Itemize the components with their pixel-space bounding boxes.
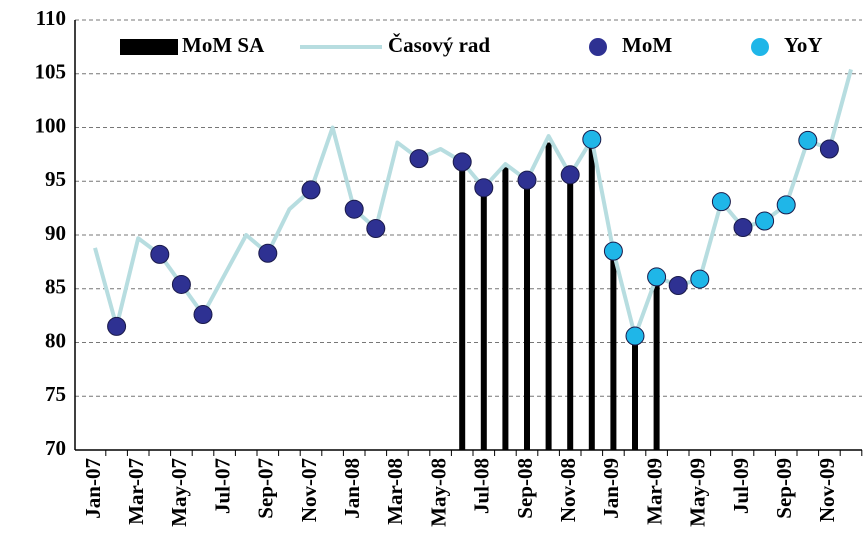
x-tick-label: Sep-07 bbox=[254, 458, 278, 519]
legend-swatch bbox=[120, 39, 178, 55]
legend-swatch bbox=[589, 38, 607, 56]
bar bbox=[632, 336, 638, 450]
dot bbox=[690, 269, 710, 289]
bar bbox=[610, 251, 617, 450]
legend-label: Časový rad bbox=[388, 33, 490, 57]
x-tick-label: Jul-07 bbox=[210, 458, 234, 514]
x-tick-label: Jan-07 bbox=[81, 458, 105, 519]
dot bbox=[517, 170, 537, 190]
dot bbox=[733, 217, 753, 237]
bar bbox=[524, 180, 530, 451]
x-tick-label: Nov-08 bbox=[556, 458, 580, 522]
dot bbox=[776, 195, 796, 215]
x-tick-label: Jul-09 bbox=[729, 458, 753, 514]
dot bbox=[301, 180, 321, 200]
legend-label: MoM bbox=[622, 33, 672, 57]
legend-swatch bbox=[751, 38, 769, 56]
bar bbox=[653, 276, 660, 450]
legend-label: YoY bbox=[784, 33, 823, 57]
y-tick-label: 75 bbox=[45, 382, 66, 406]
dot bbox=[582, 129, 602, 149]
dot bbox=[452, 152, 472, 172]
dot bbox=[819, 139, 839, 159]
dot bbox=[798, 130, 818, 150]
x-tick-label: Jan-09 bbox=[599, 458, 623, 519]
y-tick-label: 85 bbox=[45, 275, 66, 299]
x-tick-label: Sep-08 bbox=[513, 458, 537, 519]
dot bbox=[755, 211, 775, 231]
x-tick-label: Nov-09 bbox=[815, 458, 839, 522]
line bbox=[93, 68, 853, 339]
bar bbox=[588, 143, 595, 450]
dot bbox=[366, 219, 386, 239]
bar bbox=[480, 187, 487, 450]
dot bbox=[668, 276, 688, 296]
y-tick-label: 90 bbox=[45, 221, 66, 245]
y-tick-label: 100 bbox=[35, 113, 67, 137]
x-tick-label: May-08 bbox=[426, 458, 450, 527]
dot bbox=[107, 316, 127, 336]
bar bbox=[502, 167, 509, 450]
x-tick-label: Jul-08 bbox=[470, 458, 494, 514]
x-tick-label: May-09 bbox=[686, 458, 710, 527]
y-tick-label: 95 bbox=[45, 167, 66, 191]
y-tick-label: 110 bbox=[36, 6, 66, 30]
dot bbox=[560, 165, 580, 185]
dot bbox=[171, 274, 191, 294]
x-tick-label: Jan-08 bbox=[340, 458, 364, 519]
bar bbox=[459, 161, 466, 450]
dot bbox=[474, 178, 494, 198]
dot bbox=[409, 149, 429, 169]
y-tick-label: 105 bbox=[35, 60, 67, 84]
x-tick-label: Mar-07 bbox=[124, 458, 148, 525]
x-tick-label: Mar-08 bbox=[383, 458, 407, 525]
dot bbox=[711, 192, 731, 212]
dot bbox=[344, 199, 364, 219]
x-tick-label: May-07 bbox=[167, 458, 191, 527]
x-tick-label: Nov-07 bbox=[297, 458, 321, 522]
dot bbox=[603, 241, 623, 261]
y-tick-label: 70 bbox=[45, 436, 66, 460]
dot bbox=[625, 326, 645, 346]
dot bbox=[647, 267, 667, 287]
bar bbox=[567, 174, 574, 451]
y-tick-label: 80 bbox=[45, 328, 66, 352]
legend-label: MoM SA bbox=[182, 33, 265, 57]
x-tick-label: Mar-09 bbox=[642, 458, 666, 525]
dot bbox=[258, 243, 278, 263]
x-tick-label: Sep-09 bbox=[772, 458, 796, 519]
dot bbox=[193, 305, 213, 325]
bar bbox=[545, 142, 552, 451]
dot bbox=[150, 244, 170, 264]
